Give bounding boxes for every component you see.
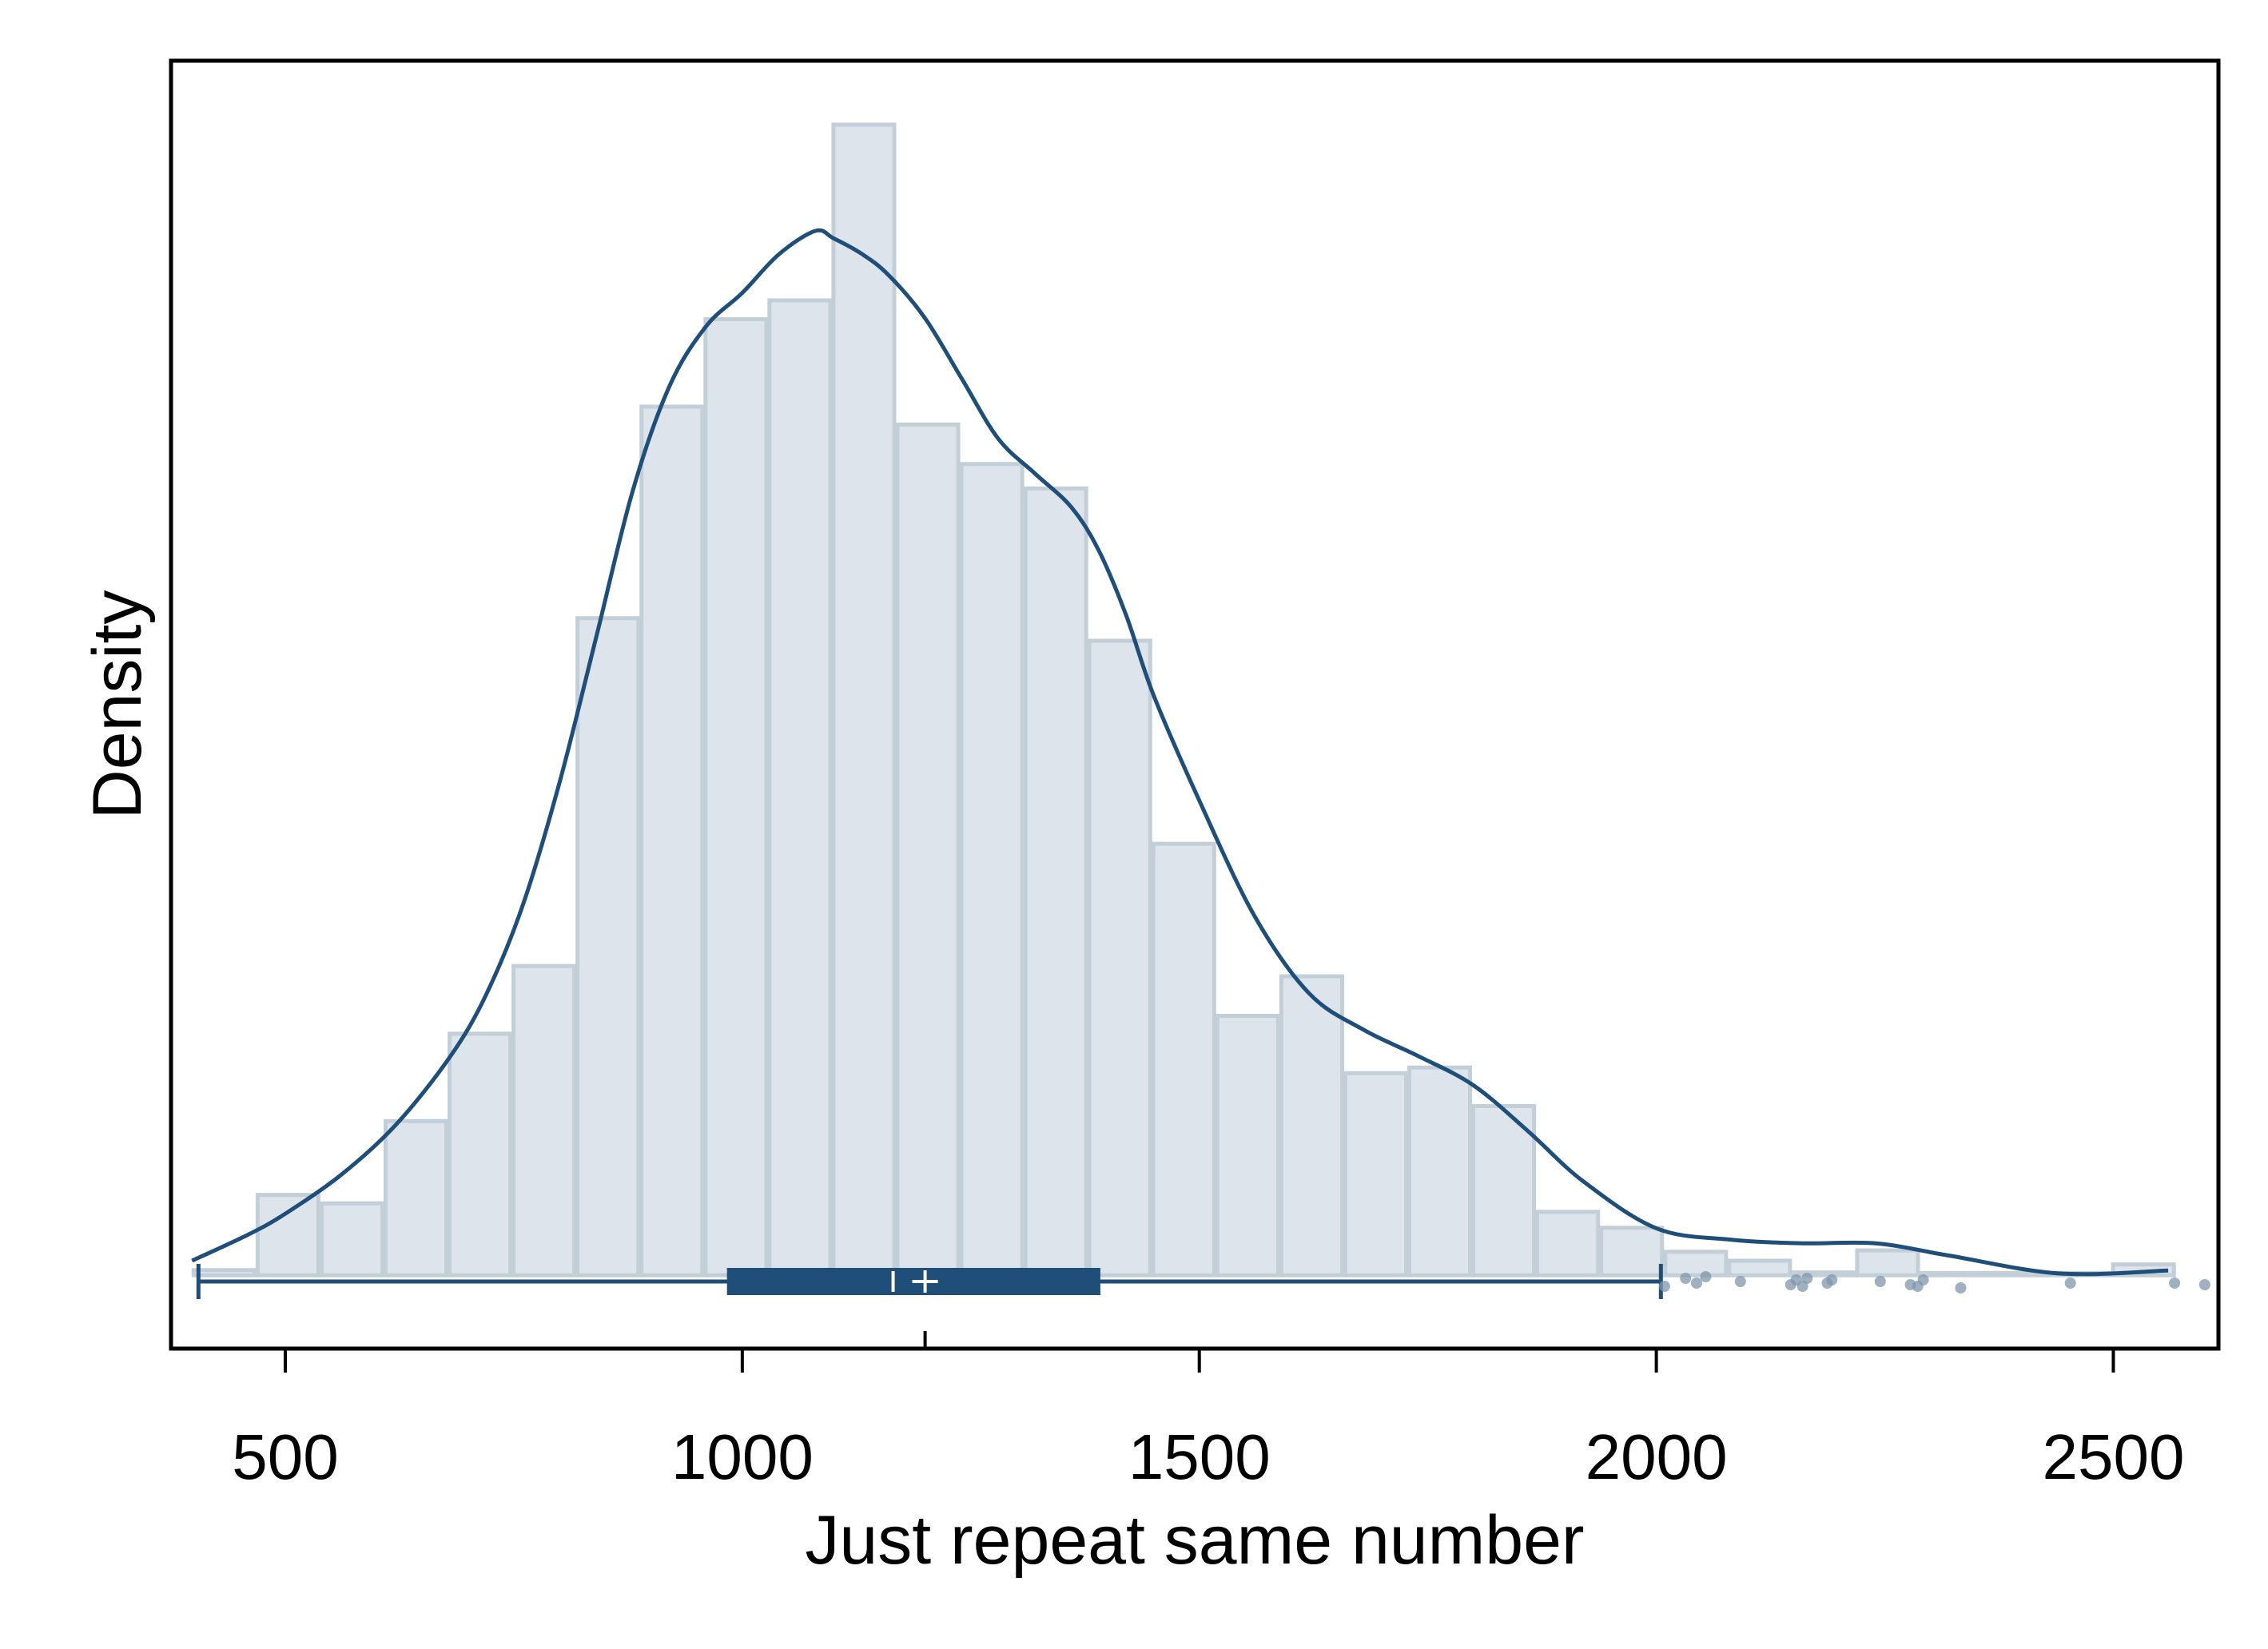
- histogram-bar: [575, 616, 641, 1277]
- x-tick-label: 2000: [1586, 1421, 1728, 1492]
- y-axis-label: Density: [79, 590, 156, 820]
- histogram-bar: [1151, 841, 1216, 1277]
- boxplot-outlier: [1917, 1274, 1929, 1285]
- kde-curve: [191, 228, 2169, 1277]
- histogram-bar: [895, 422, 961, 1277]
- histogram-bar: [1983, 1270, 2048, 1277]
- x-axis-label: Just repeat same number: [805, 1502, 1584, 1579]
- histogram-bar: [1343, 1071, 1408, 1277]
- histogram-bar: [1663, 1250, 1729, 1277]
- boxplot-outlier: [1826, 1274, 1838, 1285]
- histogram-bar: [1023, 486, 1088, 1277]
- boxplot-outlier: [1801, 1273, 1813, 1284]
- histogram-bar: [191, 1268, 257, 1277]
- boxplot-outlier: [1700, 1271, 1712, 1282]
- boxplot-outlier: [2169, 1277, 2181, 1289]
- boxplot-outlier: [1690, 1277, 1702, 1289]
- histogram-bar: [1535, 1210, 1601, 1277]
- histogram-bar: [1727, 1258, 1793, 1277]
- histogram-bar: [1407, 1065, 1473, 1277]
- x-tick-label: 1500: [1128, 1421, 1271, 1492]
- x-tick-label: 2500: [2042, 1421, 2184, 1492]
- histogram-bar: [1599, 1226, 1665, 1277]
- histogram-bar: [1279, 974, 1344, 1277]
- histogram-bar: [831, 122, 897, 1277]
- boxplot-outliers: [1658, 1271, 2210, 1293]
- boxplot-outlier: [1874, 1276, 1886, 1287]
- boxplot-outlier: [1680, 1273, 1692, 1284]
- histogram-bar: [1471, 1103, 1537, 1277]
- histogram-bar: [1791, 1270, 1856, 1277]
- boxplot-outlier: [2198, 1279, 2210, 1290]
- histogram-bar: [255, 1193, 320, 1277]
- histogram-bar: [383, 1119, 449, 1277]
- histogram-bar: [767, 298, 833, 1277]
- x-tick-label: 1000: [671, 1421, 814, 1492]
- plot-frame: [169, 58, 2221, 1351]
- histogram-bar: [959, 462, 1025, 1277]
- histogram-bar: [1215, 1013, 1280, 1277]
- histogram-bar: [1855, 1248, 1920, 1277]
- histogram-bar: [448, 1031, 513, 1277]
- histogram-bar: [639, 404, 705, 1277]
- histogram-bar: [1919, 1270, 1984, 1277]
- histogram-bars: [191, 122, 2176, 1277]
- boxplot: [196, 1264, 1663, 1299]
- boxplot-outlier: [2064, 1277, 2076, 1289]
- histogram-bar: [703, 317, 769, 1277]
- boxplot-outlier: [1955, 1282, 1967, 1293]
- histogram-bar: [511, 964, 577, 1277]
- boxplot-outlier: [1658, 1281, 1670, 1292]
- histogram-bar: [1087, 638, 1152, 1277]
- boxplot-outlier: [1734, 1276, 1746, 1287]
- x-tick-label: 500: [232, 1421, 338, 1492]
- x-axis-ticks: 500 1000 1500 2000 2500: [232, 1331, 2184, 1492]
- histogram-bar: [319, 1201, 384, 1277]
